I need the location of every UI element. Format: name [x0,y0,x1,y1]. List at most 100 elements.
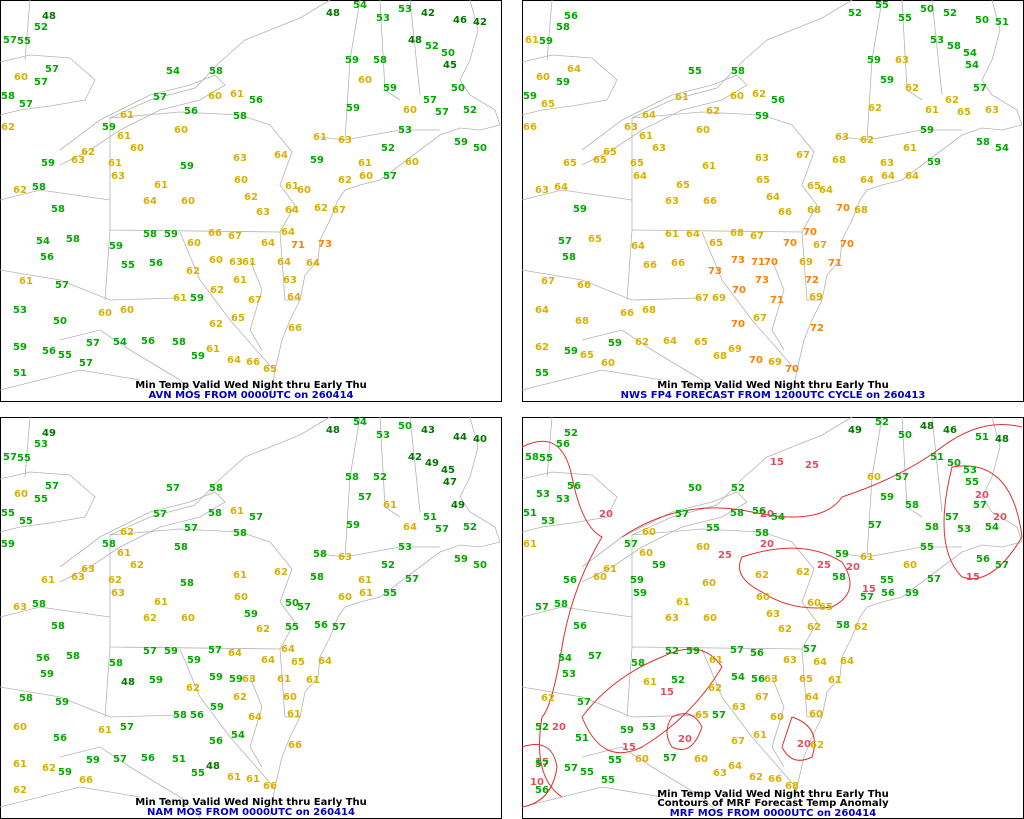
station-value: 58 [233,528,247,539]
station-value: 57 [973,500,987,511]
station-value: 50 [53,316,67,327]
station-value: 62 [796,567,810,578]
station-value: 66 [263,781,277,792]
station-value: 57 [153,509,167,520]
station-value: 73 [318,239,332,250]
station-value: 63 [283,275,297,286]
station-value: 59 [564,346,578,357]
station-value: 59 [620,725,634,736]
boundary-line [24,0,31,61]
station-value: 42 [421,8,435,19]
station-value: 66 [671,258,685,269]
station-value: 60 [359,171,373,182]
station-value: 61 [603,564,617,575]
station-value: 58 [562,252,576,263]
station-value: 58 [947,41,961,52]
station-value: 64 [306,258,320,269]
station-value: 61 [227,772,241,783]
station-value: 55 [608,755,622,766]
station-value: 60 [601,358,615,369]
panel-title: Min Temp Valid Wed Night thru Early Thu [657,380,889,391]
station-value: 62 [945,95,959,106]
station-value: 56 [563,575,577,586]
station-value: 56 [564,11,578,22]
station-value: 58 [209,483,223,494]
station-value: 70 [840,239,854,250]
station-value: 68 [730,228,744,239]
station-value: 57 [945,512,959,523]
panel-subtitle: MRF MOS FROM 0000UTC on 260414 [670,808,876,819]
station-value: 55 [880,575,894,586]
station-value: 57 [55,280,69,291]
anomaly-contour [666,713,703,750]
station-value: 66 [778,207,792,218]
station-value: 60 [120,305,134,316]
station-value: 59 [523,91,537,102]
boundary-line [179,231,276,373]
station-value: 54 [963,48,977,59]
station-value: 51 [13,368,27,379]
station-value: 63 [624,122,638,133]
station-value: 61 [277,674,291,685]
station-value: 57 [113,754,127,765]
station-value: 52 [564,428,578,439]
boundary-line [0,369,141,391]
station-value: 64 [403,522,417,533]
station-value: 64 [840,656,854,667]
station-value: 54 [985,522,999,533]
station-value: 57 [79,358,93,369]
station-value: 53 [957,524,971,535]
station-value: 62 [706,106,720,117]
station-value: 55 [34,494,48,505]
station-value: 59 [383,83,397,94]
station-value: 63 [713,768,727,779]
station-value: 56 [141,753,155,764]
station-value: 48 [206,761,220,772]
station-value: 61 [383,500,397,511]
contour-label: 20 [760,509,774,520]
station-value: 50 [975,15,989,26]
station-value: 56 [184,106,198,117]
station-value: 59 [346,103,360,114]
station-value: 67 [731,736,745,747]
boundary-line [631,528,818,650]
station-value: 64 [554,182,568,193]
station-value: 70 [731,319,745,330]
station-value: 57 [577,697,591,708]
panel-frame [522,417,1024,819]
boundary-line [901,0,923,101]
station-value: 52 [731,483,745,494]
station-value: 72 [810,323,824,334]
station-value: 55 [19,516,33,527]
station-value: 55 [965,477,979,488]
station-value: 52 [535,722,549,733]
station-value: 50 [473,143,487,154]
station-value: 63 [338,552,352,563]
station-value: 63 [111,588,125,599]
station-value: 63 [71,155,85,166]
contour-label: 20 [797,739,811,750]
station-value: 57 [712,710,726,721]
station-value: 64 [285,205,299,216]
station-value: 59 [345,55,359,66]
station-value: 51 [575,733,589,744]
station-value: 55 [688,66,702,77]
station-value: 57 [868,520,882,531]
station-value: 56 [752,506,766,517]
station-value: 60 [807,598,821,609]
station-value: 55 [58,350,72,361]
station-value: 52 [463,522,477,533]
station-value: 61 [230,506,244,517]
station-value: 55 [121,260,135,271]
contour-label: 15 [622,742,636,753]
station-value: 57 [435,107,449,118]
boundary-line [521,606,633,618]
station-value: 48 [995,434,1009,445]
station-value: 58 [174,542,188,553]
station-value: 60 [174,125,188,136]
anomaly-contour [943,465,1023,580]
station-value: 62 [860,135,874,146]
station-value: 64 [805,692,819,703]
station-value: 67 [813,240,827,251]
station-value: 58 [631,658,645,669]
